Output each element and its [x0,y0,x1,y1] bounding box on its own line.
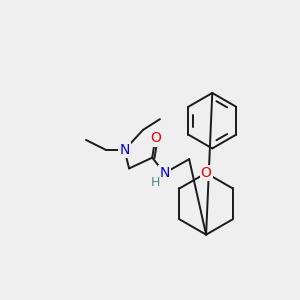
Text: N: N [159,166,170,180]
Text: H: H [151,176,160,189]
Text: N: N [119,143,130,157]
Text: O: O [201,166,212,180]
Text: O: O [150,131,161,146]
